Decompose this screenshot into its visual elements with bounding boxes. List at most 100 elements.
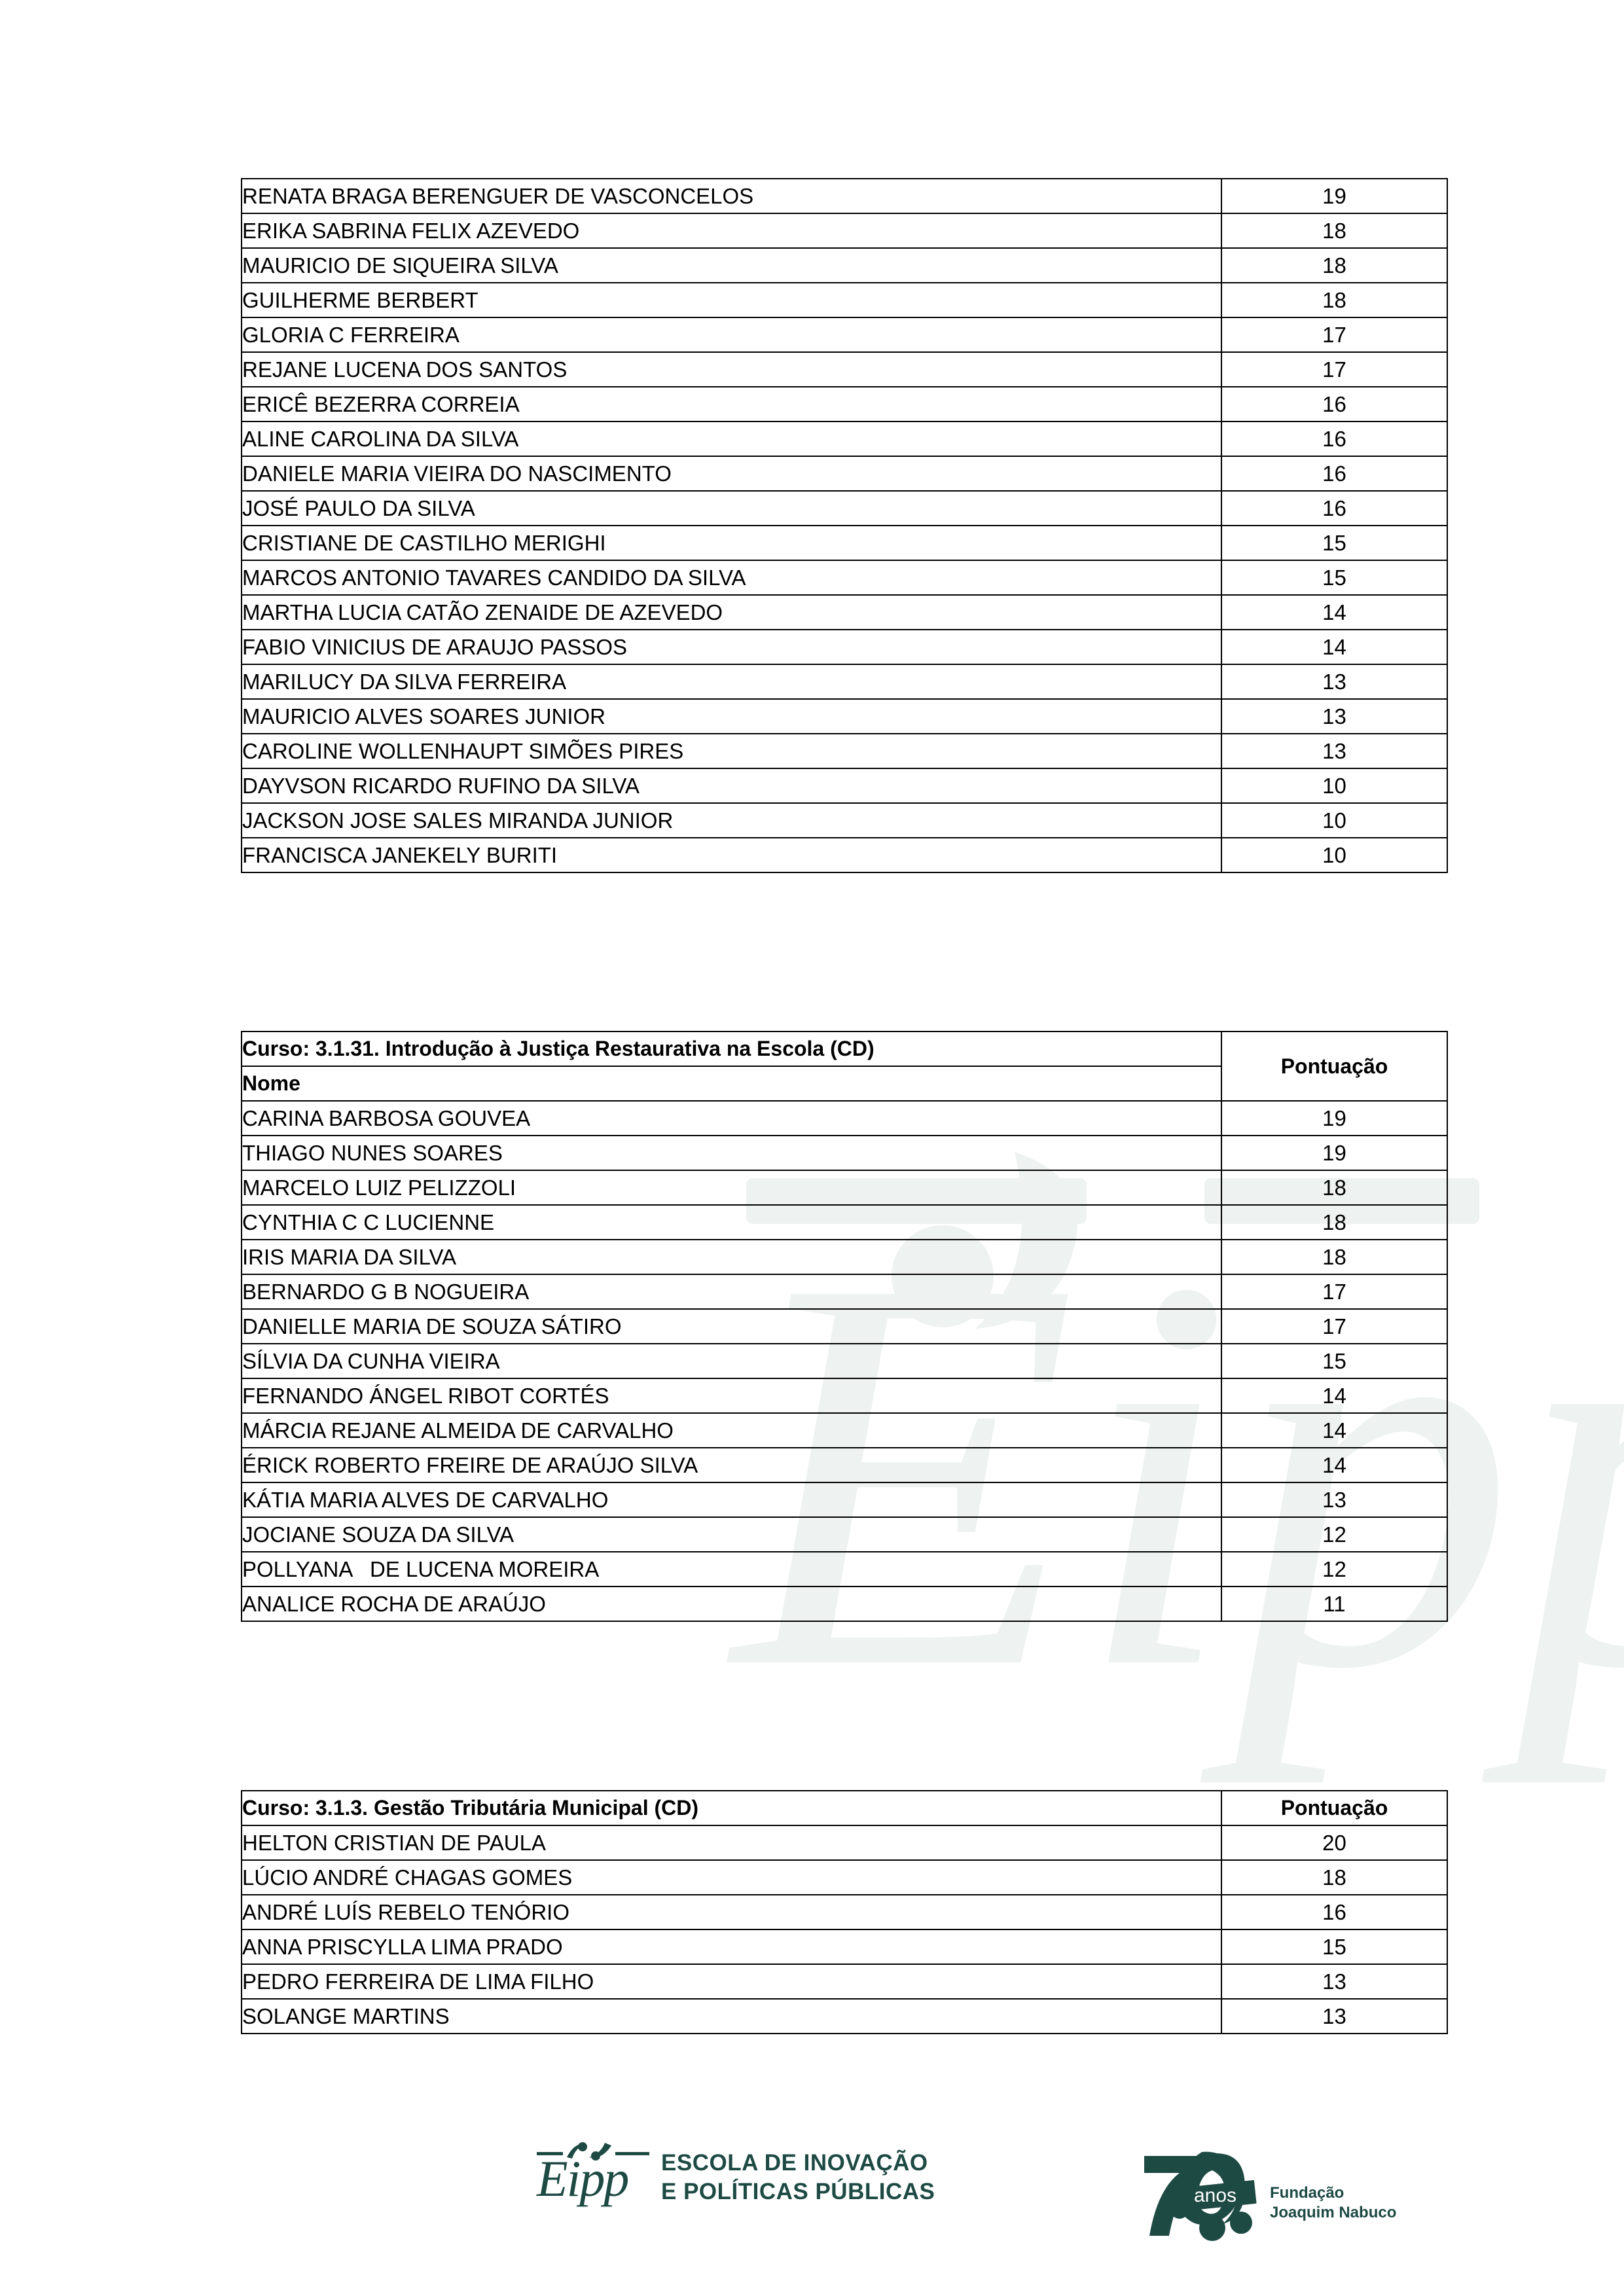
participant-score: 10 [1221, 768, 1448, 804]
participant-score: 18 [1221, 1204, 1448, 1240]
table-row: CAROLINE WOLLENHAUPT SIMÕES PIRES 13 [241, 733, 1448, 769]
table-row: ALINE CAROLINA DA SILVA 16 [241, 421, 1448, 457]
table-row: MAURICIO DE SIQUEIRA SILVA 18 [241, 247, 1448, 283]
participant-score: 11 [1221, 1586, 1448, 1622]
table-row: JOCIANE SOUZA DA SILVA 12 [241, 1516, 1448, 1552]
table-row: ANALICE ROCHA DE ARAÚJO 11 [241, 1586, 1448, 1622]
fjn-name: Fundação Joaquim Nabuco [1270, 2184, 1397, 2221]
participant-name: ÉRICK ROBERTO FREIRE DE ARAÚJO SILVA [241, 1447, 1222, 1483]
table-row: MAURICIO ALVES SOARES JUNIOR 13 [241, 698, 1448, 734]
table-row: GUILHERME BERBERT 18 [241, 282, 1448, 318]
eipp-logo: Eipp ESCOLA DE INOVAÇÃO E POLÍTICAS PÚBL… [537, 2140, 935, 2211]
participant-name: PEDRO FERREIRA DE LIMA FILHO [241, 1964, 1222, 2000]
table-row: ANDRÉ LUÍS REBELO TENÓRIO 16 [241, 1894, 1448, 1930]
eipp-flourish-icon [567, 2142, 611, 2161]
table-row: MARCOS ANTONIO TAVARES CANDIDO DA SILVA 1… [241, 560, 1448, 596]
table-row: FERNANDO ÁNGEL RIBOT CORTÉS 14 [241, 1378, 1448, 1414]
participant-name: ALINE CAROLINA DA SILVA [241, 421, 1222, 457]
participant-score: 18 [1221, 1859, 1448, 1895]
table-row: ERICÊ BEZERRA CORREIA 16 [241, 386, 1448, 422]
eipp-rule-right-icon [615, 2152, 649, 2155]
participant-name: CRISTIANE DE CASTILHO MERIGHI [241, 525, 1222, 561]
participant-name: CAROLINE WOLLENHAUPT SIMÕES PIRES [241, 733, 1222, 769]
participant-score: 12 [1221, 1551, 1448, 1587]
eipp-logomark: Eipp [537, 2140, 649, 2211]
participant-score: 15 [1221, 1343, 1448, 1379]
participant-name: SOLANGE MARTINS [241, 1998, 1222, 2034]
participant-name: IRIS MARIA DA SILVA [241, 1239, 1222, 1275]
participant-name: JOCIANE SOUZA DA SILVA [241, 1516, 1222, 1552]
participant-name: MARCOS ANTONIO TAVARES CANDIDO DA SILVA [241, 560, 1222, 596]
participant-name: LÚCIO ANDRÉ CHAGAS GOMES [241, 1859, 1222, 1895]
participant-score: 16 [1221, 1894, 1448, 1930]
participant-name: REJANE LUCENA DOS SANTOS [241, 351, 1222, 387]
participant-score: 14 [1221, 1412, 1448, 1448]
participant-score: 16 [1221, 456, 1448, 492]
participant-score: 13 [1221, 698, 1448, 734]
participant-name: FRANCISCA JANEKELY BURITI [241, 837, 1222, 873]
participant-score: 20 [1221, 1825, 1448, 1861]
participant-name: GUILHERME BERBERT [241, 282, 1222, 318]
table-row: MÁRCIA REJANE ALMEIDA DE CARVALHO 14 [241, 1412, 1448, 1448]
table-row: SOLANGE MARTINS 13 [241, 1998, 1448, 2034]
eipp-tagline: ESCOLA DE INOVAÇÃO E POLÍTICAS PÚBLICAS [661, 2150, 935, 2204]
fundacao-joaquim-nabuco-logo: anos Fundação Joaquim Nabuco [1139, 2147, 1396, 2245]
participant-score: 19 [1221, 1135, 1448, 1171]
course-title-row: Curso: 3.1.3. Gestão Tributária Municipa… [241, 1790, 1448, 1826]
name-column-header: Nome [241, 1066, 1222, 1102]
table-row: BERNARDO G B NOGUEIRA 17 [241, 1274, 1448, 1310]
table-row: GLORIA C FERREIRA 17 [241, 317, 1448, 353]
table-row: JACKSON JOSE SALES MIRANDA JUNIOR 10 [241, 802, 1448, 838]
participant-score: 10 [1221, 802, 1448, 838]
participant-name: DAYVSON RICARDO RUFINO DA SILVA [241, 768, 1222, 804]
table-row: MARCELO LUIZ PELIZZOLI 18 [241, 1170, 1448, 1206]
name-header-row: Nome [241, 1066, 1447, 1102]
participant-score: 19 [1221, 1100, 1448, 1136]
participant-score: 18 [1221, 247, 1448, 283]
fjn-anos-label: anos [1194, 2185, 1236, 2206]
participant-name: FABIO VINICIUS DE ARAUJO PASSOS [241, 629, 1222, 665]
eipp-rule-left-icon [537, 2152, 563, 2155]
table-row: CARINA BARBOSA GOUVEA 19 [241, 1100, 1448, 1136]
participant-score: 13 [1221, 664, 1448, 700]
participant-name: ERICÊ BEZERRA CORREIA [241, 386, 1222, 422]
participant-name: JOSÉ PAULO DA SILVA [241, 490, 1222, 526]
participant-name: ERIKA SABRINA FELIX AZEVEDO [241, 213, 1222, 249]
participant-name: MAURICIO DE SIQUEIRA SILVA [241, 247, 1222, 283]
participant-name: MAURICIO ALVES SOARES JUNIOR [241, 698, 1222, 734]
table-row: SÍLVIA DA CUNHA VIEIRA 15 [241, 1343, 1448, 1379]
table-2-body: CARINA BARBOSA GOUVEA 19 THIAGO NUNES SOAR… [241, 1100, 1448, 1622]
page-footer: Eipp ESCOLA DE INOVAÇÃO E POLÍTICAS PÚBL… [0, 2127, 1624, 2296]
course-title: Curso: 3.1.3. Gestão Tributária Municipa… [241, 1790, 1222, 1826]
participant-score: 17 [1221, 1274, 1448, 1310]
table-1-body: RENATA BRAGA BERENGUER DE VASCONCELOS 19 E… [241, 178, 1448, 873]
table-row: ÉRICK ROBERTO FREIRE DE ARAÚJO SILVA 14 [241, 1447, 1448, 1483]
participant-score: 18 [1221, 1239, 1448, 1275]
participant-name: ANNA PRISCYLLA LIMA PRADO [241, 1929, 1222, 1965]
participant-score: 16 [1221, 490, 1448, 526]
participant-name: CARINA BARBOSA GOUVEA [241, 1100, 1222, 1136]
results-table-1: RENATA BRAGA BERENGUER DE VASCONCELOS 19 E… [241, 178, 1448, 873]
participant-score: 13 [1221, 1964, 1448, 2000]
table-row: HELTON CRISTIAN DE PAULA 20 [241, 1825, 1448, 1861]
participant-score: 12 [1221, 1516, 1448, 1552]
table-row: IRIS MARIA DA SILVA 18 [241, 1239, 1448, 1275]
participant-score: 16 [1221, 421, 1448, 457]
participant-score: 14 [1221, 1378, 1448, 1414]
participant-name: SÍLVIA DA CUNHA VIEIRA [241, 1343, 1222, 1379]
participant-name: HELTON CRISTIAN DE PAULA [241, 1825, 1222, 1861]
score-column-header: Pontuação [1221, 1031, 1448, 1102]
participant-score: 13 [1221, 1482, 1448, 1518]
table-row: DAYVSON RICARDO RUFINO DA SILVA 10 [241, 768, 1448, 804]
participant-score: 17 [1221, 317, 1448, 353]
table-row: REJANE LUCENA DOS SANTOS 17 [241, 351, 1448, 387]
participant-name: MARCELO LUIZ PELIZZOLI [241, 1170, 1222, 1206]
participant-score: 13 [1221, 1998, 1448, 2034]
participant-name: THIAGO NUNES SOARES [241, 1135, 1222, 1171]
participant-name: FERNANDO ÁNGEL RIBOT CORTÉS [241, 1378, 1222, 1414]
participant-score: 14 [1221, 629, 1448, 665]
participant-name: BERNARDO G B NOGUEIRA [241, 1274, 1222, 1310]
participant-score: 13 [1221, 733, 1448, 769]
course-title-row: Curso: 3.1.31. Introdução à Justiça Rest… [241, 1031, 1448, 1102]
